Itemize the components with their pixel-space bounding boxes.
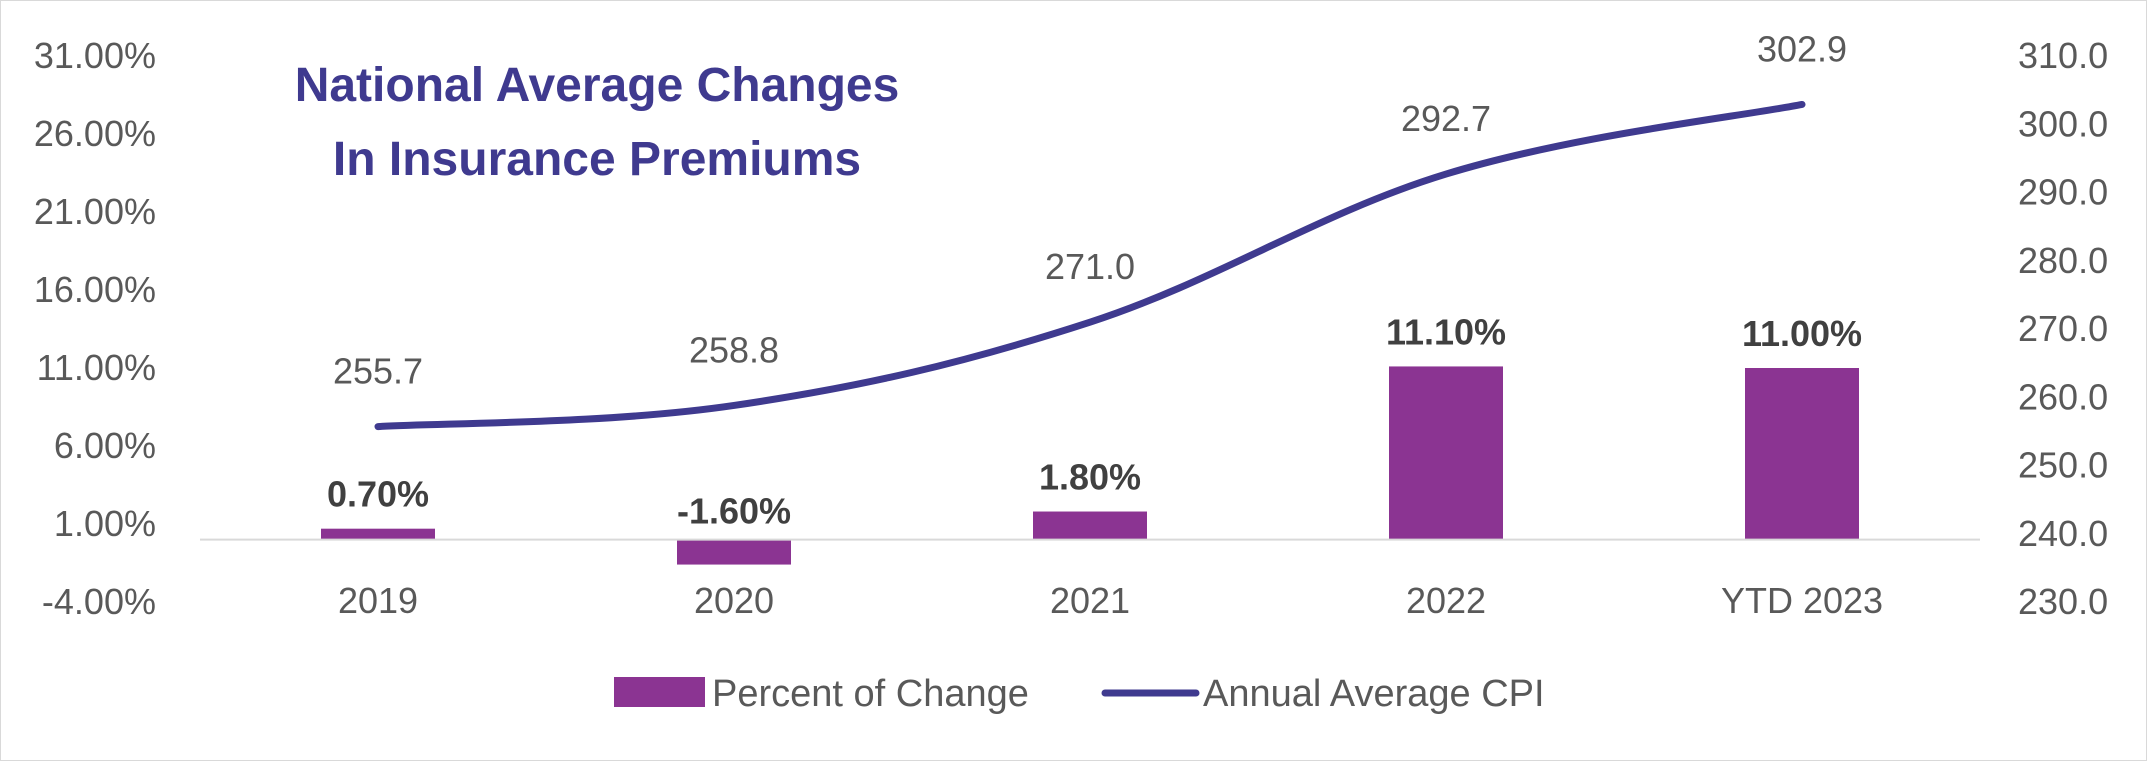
left-axis-tick-label: 26.00% <box>34 113 156 154</box>
bar-2021 <box>1033 511 1147 540</box>
legend-bar-swatch <box>614 677 705 707</box>
cpi-data-label: 302.9 <box>1757 28 1847 69</box>
bar-2019 <box>321 528 435 540</box>
right-axis-tick-label: 310.0 <box>2018 35 2108 76</box>
chart-title-line-1: National Average Changes <box>295 59 900 112</box>
bar-data-label: 11.00% <box>1742 313 1862 354</box>
right-axis-tick-label: 250.0 <box>2018 445 2108 486</box>
left-axis-tick-label: 1.00% <box>54 503 156 544</box>
bar-data-label: 11.10% <box>1386 311 1506 352</box>
category-label: 2020 <box>694 580 774 621</box>
cpi-line <box>374 100 1806 431</box>
right-axis-tick-label: 300.0 <box>2018 103 2108 144</box>
cpi-data-labels: 255.7 258.8 271.0 292.7 302.9 <box>333 28 1847 391</box>
cpi-data-label: 271.0 <box>1045 246 1135 287</box>
right-axis-tick-label: 290.0 <box>2018 172 2108 213</box>
cpi-data-label: 292.7 <box>1401 98 1491 139</box>
right-axis-tick-label: 270.0 <box>2018 308 2108 349</box>
chart-title-line-2: In Insurance Premiums <box>333 133 861 186</box>
chart-title: National Average Changes In Insurance Pr… <box>295 59 900 186</box>
category-label: 2021 <box>1050 580 1130 621</box>
bar-data-label: -1.60% <box>677 491 791 532</box>
left-axis-tick-label: 6.00% <box>54 425 156 466</box>
right-axis-tick-label: 280.0 <box>2018 240 2108 281</box>
bar-ytd-2023 <box>1745 368 1859 540</box>
left-axis-ticks: 31.00% 26.00% 21.00% 16.00% 11.00% 6.00% 1.00%… <box>34 35 156 622</box>
legend-line-label: Annual Average CPI <box>1203 673 1545 715</box>
bar-2022 <box>1389 366 1503 540</box>
cpi-data-label: 258.8 <box>689 329 779 370</box>
left-axis-tick-label: -4.00% <box>42 581 156 622</box>
category-labels: 2019 2020 2021 2022 YTD 2023 <box>338 580 1883 621</box>
legend-bar-label: Percent of Change <box>712 673 1029 715</box>
bar-data-label: 0.70% <box>327 474 429 515</box>
category-label: YTD 2023 <box>1721 580 1883 621</box>
right-axis-tick-label: 240.0 <box>2018 513 2108 554</box>
right-axis-ticks: 310.0 300.0 290.0 280.0 270.0 260.0 250.0 240.0… <box>2018 35 2108 622</box>
left-axis-tick-label: 31.00% <box>34 35 156 76</box>
bar-series <box>321 366 1859 565</box>
right-axis-tick-label: 230.0 <box>2018 581 2108 622</box>
category-label: 2019 <box>338 580 418 621</box>
legend: Percent of Change Annual Average CPI <box>614 673 1545 715</box>
right-axis-tick-label: 260.0 <box>2018 376 2108 417</box>
category-label: 2022 <box>1406 580 1486 621</box>
bar-2020 <box>677 539 791 565</box>
left-axis-tick-label: 11.00% <box>37 347 156 388</box>
bar-data-labels: 0.70% -1.60% 1.80% 11.10% 11.00% <box>327 311 1862 531</box>
left-axis-tick-label: 21.00% <box>34 191 156 232</box>
cpi-data-label: 255.7 <box>333 351 423 392</box>
left-axis-tick-label: 16.00% <box>34 269 156 310</box>
bar-data-label: 1.80% <box>1039 457 1141 498</box>
